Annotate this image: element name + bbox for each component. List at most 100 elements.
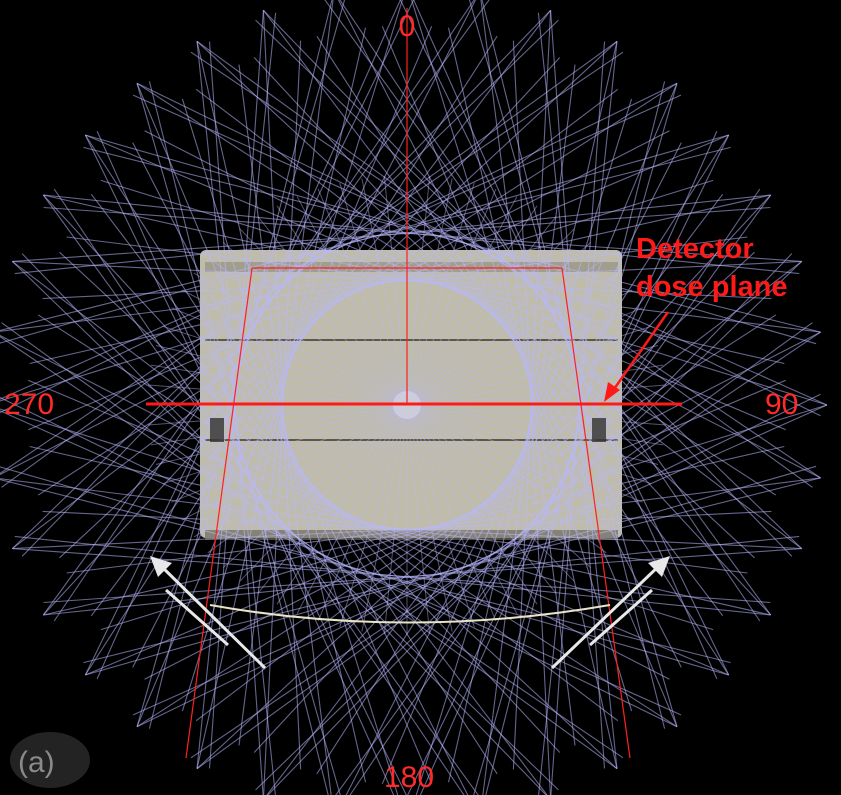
phantom-bottom-band — [205, 530, 618, 540]
radial-ray — [383, 416, 407, 635]
beam-edge-ray — [144, 331, 821, 680]
beam-edge-ray — [337, 0, 682, 668]
beam-edge-ray — [84, 134, 407, 795]
beam-edge-ray — [196, 27, 367, 769]
panel-badge-shape — [10, 732, 90, 788]
beam-edge-ray — [136, 25, 433, 727]
angle-label-270: 270 — [4, 388, 54, 421]
radial-ray — [361, 178, 406, 394]
radial-ray — [383, 175, 407, 394]
beam-edge-ray — [96, 0, 401, 680]
beam-edge-ray — [480, 0, 576, 746]
beam-edge-ray — [447, 41, 618, 783]
beam-edge-ray — [21, 9, 551, 557]
beam-edge-ray — [11, 88, 619, 550]
beam-edge-ray — [0, 179, 714, 402]
right-rotation-arrowhead — [648, 556, 670, 577]
right-oblique-line — [561, 267, 631, 759]
beam-edge-ray — [1, 40, 618, 488]
beam-edge-ray — [0, 410, 682, 716]
left-rotation-arrowhead — [150, 556, 172, 577]
radial-ray — [361, 416, 406, 632]
beam-edge-ray — [0, 134, 729, 344]
beam-edge-ray — [0, 130, 670, 476]
callout-label-line2: dose plane — [636, 271, 788, 303]
beam-edge-ray — [42, 57, 561, 616]
beam-edge-ray — [512, 10, 552, 770]
beam-edge-ray — [316, 134, 730, 775]
rotation-indicator — [150, 556, 670, 670]
beam-edge-ray — [148, 0, 333, 729]
beam-edge-ray — [263, 9, 793, 557]
radial-ray — [407, 175, 431, 394]
beam-edge-ray — [136, 83, 341, 795]
beam-edge-ray — [208, 10, 264, 769]
detector-marker-right — [592, 418, 606, 442]
radial-ray — [415, 412, 607, 554]
beam-edge-ray — [255, 261, 803, 791]
callout-arrowhead — [604, 382, 620, 402]
detector-callout: Detector dose plane — [604, 233, 788, 402]
beam-edge-ray — [53, 0, 475, 622]
beam-edge-ray — [85, 134, 787, 431]
right-rotation-arrow-shaft — [550, 561, 664, 670]
radial-ray — [418, 345, 659, 403]
rotation-arc — [209, 604, 611, 624]
beam-edge-ray — [196, 40, 813, 488]
panel-label: (a) — [18, 746, 55, 779]
beam-edge-ray — [335, 194, 772, 795]
radial-ray — [207, 412, 399, 554]
left-rotation-arrow-shaft — [156, 561, 267, 670]
beam-edge-ray — [196, 40, 755, 559]
callout-arrow-shaft — [610, 311, 670, 393]
beam-edge-ray — [66, 236, 821, 333]
radial-ray — [207, 256, 399, 398]
beam-edge-ray — [12, 548, 771, 604]
phantom-top-band — [205, 262, 618, 272]
radial-ray — [410, 188, 497, 394]
beam-edge-ray — [190, 331, 821, 759]
beam-edge-ray — [262, 9, 724, 617]
beam-edge-ray — [253, 194, 772, 753]
radial-ray — [418, 407, 659, 465]
beam-edge-ray — [136, 82, 777, 496]
beam-edge-ray — [538, 41, 618, 795]
beam-edge-ray — [0, 82, 678, 414]
radial-ray — [410, 416, 497, 622]
beam-edge-ray — [136, 393, 821, 728]
beam-edge-ray — [11, 261, 559, 791]
left-rotation-arrow-tail — [165, 588, 229, 647]
radial-ray — [155, 407, 396, 465]
callout-label-line1: Detector — [636, 233, 754, 265]
beam-edge-ray — [0, 478, 731, 664]
beam-edge-ray — [407, 134, 730, 795]
beam-edge-ray — [85, 465, 817, 676]
beam-edge-ray — [411, 0, 633, 712]
beam-edge-ray — [84, 35, 498, 676]
panel-badge: (a) — [10, 732, 90, 788]
beam-edge-ray — [196, 41, 276, 795]
beam-edge-ray — [473, 83, 678, 795]
beam-edge-ray — [12, 260, 772, 300]
beam-edge-ray — [43, 194, 785, 365]
reference-lines — [185, 8, 631, 759]
detector-markers — [210, 418, 606, 442]
angle-label-90: 90 — [765, 388, 798, 421]
beam-edge-ray — [43, 535, 800, 616]
beam-edge-ray — [339, 0, 761, 622]
radial-ray — [317, 416, 404, 622]
left-oblique-line — [185, 267, 253, 759]
radial-ray — [155, 345, 396, 403]
beam-edge-ray — [263, 40, 302, 795]
beam-edge-ray — [136, 82, 821, 417]
radial-ray — [408, 178, 453, 394]
beam-edge-ray — [42, 194, 479, 795]
angle-label-0: 0 — [399, 10, 416, 43]
beam-edge-ray — [83, 146, 821, 333]
angle-label-180: 180 — [384, 761, 434, 794]
radial-ray — [317, 188, 404, 394]
beam-edge-ray — [43, 206, 802, 262]
radial-ray — [408, 416, 453, 632]
